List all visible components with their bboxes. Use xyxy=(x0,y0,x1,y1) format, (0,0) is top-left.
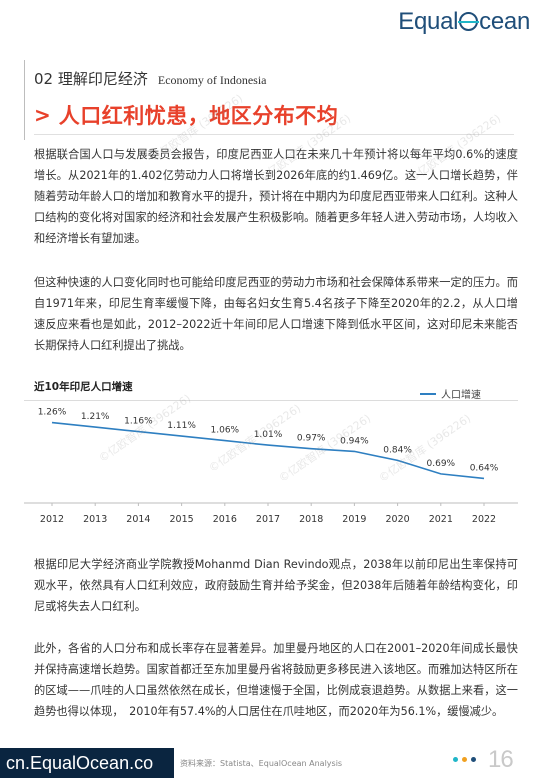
section-title-en: Economy of Indonesia xyxy=(157,73,267,87)
data-label: 0.69% xyxy=(427,459,456,469)
data-label: 0.84% xyxy=(383,445,412,455)
x-tick-label: 2020 xyxy=(386,514,410,525)
data-label: 0.94% xyxy=(340,436,369,446)
paragraph-4: 此外，各省的人口分布和成长率存在显著差异。加里曼丹地区的人口在2001–2020… xyxy=(34,642,518,718)
population-growth-chart: 1.26% 2012 1.21% 2013 1.16% 2014 1.11% 2015 1.06… xyxy=(24,408,518,525)
data-label: 1.01% xyxy=(254,430,283,440)
data-label: 1.16% xyxy=(124,417,153,427)
section-rule xyxy=(24,60,25,140)
paragraph-1: 根据联合国人口与发展委员会报告，印度尼西亚人口在未来几十年预计将以每年平均0.6… xyxy=(34,148,518,245)
chart-legend: 人口增速 xyxy=(420,386,481,401)
x-tick-label: 2014 xyxy=(126,514,150,525)
title-divider xyxy=(34,134,514,135)
page-title-text: 人口红利忧患，地区分布不均 xyxy=(58,104,339,128)
page-title: > 人口红利忧患，地区分布不均 xyxy=(34,100,338,130)
x-tick-label: 2012 xyxy=(40,514,64,525)
legend-label: 人口增速 xyxy=(441,390,481,401)
dot-icon xyxy=(453,757,458,762)
logo-o-icon xyxy=(458,12,480,31)
footer-url[interactable]: cn.EqualOcean.co xyxy=(0,748,174,778)
section-title-cn: 02 理解印尼经济 xyxy=(34,70,148,88)
section-header: 02 理解印尼经济 Economy of Indonesia xyxy=(34,68,267,89)
x-tick-label: 2022 xyxy=(472,514,496,525)
x-tick-label: 2021 xyxy=(429,514,453,525)
dot-icon xyxy=(462,757,467,762)
chart-title: 近10年印尼人口增速 xyxy=(34,381,133,393)
x-tick-label: 2017 xyxy=(256,514,280,525)
chevron-right-icon: > xyxy=(34,103,51,127)
x-tick-label: 2013 xyxy=(83,514,107,525)
chart-top-rule xyxy=(24,400,518,401)
data-label: 0.97% xyxy=(297,434,326,444)
data-label: 1.06% xyxy=(211,426,240,436)
paragraph-3: 根据印尼大学经济商业学院教授Mohanmd Dian Revindo观点，203… xyxy=(34,558,518,613)
legend-swatch xyxy=(420,392,436,395)
data-label: 1.21% xyxy=(81,412,110,422)
paragraph-2: 但这种快速的人口变化同时也可能给印度尼西亚的劳动力市场和社会保障体系带来一定的压… xyxy=(34,276,518,352)
footer-source: 资料来源：Statista、EqualOcean Analysis xyxy=(180,759,343,768)
data-label: 1.26% xyxy=(38,408,67,418)
data-label: 0.64% xyxy=(470,463,499,473)
page-number: 16 xyxy=(488,746,514,773)
x-tick-label: 2018 xyxy=(299,514,323,525)
x-tick-label: 2015 xyxy=(170,514,194,525)
data-label: 1.11% xyxy=(167,421,196,431)
equalocean-logo: Equal cean xyxy=(398,8,530,35)
footer: cn.EqualOcean.co 资料来源：Statista、EqualOcea… xyxy=(0,746,540,780)
footer-dots xyxy=(453,757,476,762)
x-tick-label: 2016 xyxy=(213,514,237,525)
dot-icon xyxy=(471,757,476,762)
x-tick-label: 2019 xyxy=(342,514,366,525)
